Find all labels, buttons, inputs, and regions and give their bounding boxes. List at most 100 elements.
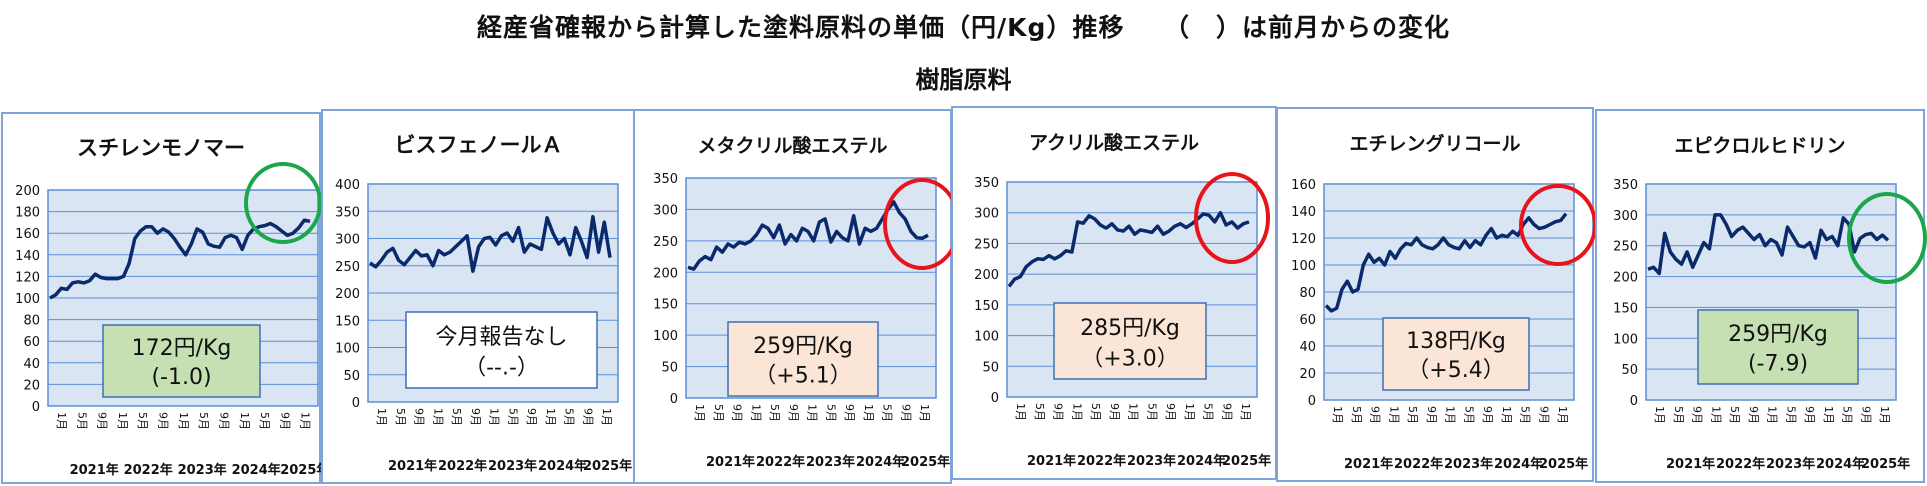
price-change: (-1.0) bbox=[151, 365, 211, 390]
price-callout-box bbox=[1382, 317, 1530, 391]
x-tick-label: 9月 bbox=[1803, 406, 1816, 424]
price-change: （+5.1） bbox=[754, 364, 851, 389]
price-value: 285円/Kg bbox=[1080, 316, 1180, 341]
x-tick-label: 1月 bbox=[1709, 406, 1722, 424]
x-tick-label: 1月 bbox=[488, 408, 501, 426]
x-tick-label: 9月 bbox=[157, 412, 170, 430]
y-tick-label: 200 bbox=[335, 287, 360, 302]
price-callout-box bbox=[727, 321, 879, 397]
y-tick-label: 0 bbox=[32, 400, 40, 415]
data-series-line bbox=[369, 214, 612, 273]
chart-title: アクリル酸エステル bbox=[1029, 131, 1199, 154]
y-tick-label: 250 bbox=[335, 260, 360, 275]
y-tick-label: 50 bbox=[1621, 363, 1638, 378]
price-value: 259円/Kg bbox=[753, 334, 853, 359]
x-year-label: 2022年 bbox=[438, 458, 487, 474]
y-tick-label: 400 bbox=[335, 178, 360, 193]
y-tick-label: 150 bbox=[1613, 301, 1638, 316]
x-tick-label: 9月 bbox=[1481, 406, 1494, 424]
x-tick-label: 5月 bbox=[1519, 406, 1532, 424]
x-tick-label: 1月 bbox=[431, 408, 444, 426]
x-tick-label: 9月 bbox=[525, 408, 538, 426]
x-year-label: 2023年 bbox=[178, 462, 227, 478]
x-year-label: 2022年 bbox=[1394, 456, 1443, 472]
x-tick-label: 5月 bbox=[1145, 403, 1158, 421]
x-tick-label: 1月 bbox=[55, 412, 68, 430]
y-tick-label: 350 bbox=[974, 176, 999, 191]
x-tick-label: 9月 bbox=[1425, 406, 1438, 424]
y-tick-label: 100 bbox=[1613, 332, 1638, 347]
price-change: （+5.4） bbox=[1407, 358, 1504, 383]
x-tick-label: 5月 bbox=[712, 404, 725, 422]
x-tick-label: 5月 bbox=[1406, 406, 1419, 424]
x-tick-label: 5月 bbox=[1672, 406, 1685, 424]
page-title: 経産省確報から計算した塗料原料の単価（円/Kg）推移 （ ）は前月からの変化 bbox=[477, 13, 1450, 42]
y-tick-label: 80 bbox=[23, 314, 40, 329]
x-tick-label: 5月 bbox=[1202, 403, 1215, 421]
y-tick-label: 200 bbox=[15, 184, 40, 199]
x-tick-label: 1月 bbox=[806, 404, 819, 422]
x-tick-label: 5月 bbox=[75, 412, 88, 430]
x-tick-label: 9月 bbox=[581, 408, 594, 426]
highlight-circle bbox=[1847, 192, 1927, 284]
x-tick-label: 1月 bbox=[238, 412, 251, 430]
price-change: （--.-） bbox=[464, 355, 539, 380]
y-tick-label: 120 bbox=[15, 270, 40, 285]
y-tick-label: 350 bbox=[1613, 178, 1638, 193]
page-subtitle: 樹脂原料 bbox=[915, 66, 1012, 94]
y-tick-label: 150 bbox=[974, 299, 999, 314]
x-year-label: 2024年 bbox=[232, 462, 281, 478]
data-series-line bbox=[1324, 212, 1568, 313]
x-tick-label: 5月 bbox=[258, 412, 271, 430]
x-tick-label: 5月 bbox=[824, 404, 837, 422]
x-year-label: 2023年 bbox=[1444, 456, 1493, 472]
x-tick-label: 9月 bbox=[217, 412, 230, 430]
x-tick-label: 9月 bbox=[731, 404, 744, 422]
x-tick-label: 9月 bbox=[1691, 406, 1704, 424]
x-tick-label: 9月 bbox=[1747, 406, 1760, 424]
x-tick-label: 1月 bbox=[299, 412, 312, 430]
y-tick-label: 100 bbox=[335, 342, 360, 357]
chart-panel: アクリル酸エステル 0 50 100 150 200 250 300 350 1月 5月 9月 1月 5月… bbox=[951, 106, 1277, 480]
price-change: (-7.9) bbox=[1748, 352, 1808, 377]
x-year-label: 2023年 bbox=[806, 454, 855, 470]
x-year-label: 2025年 bbox=[583, 458, 632, 474]
y-tick-label: 40 bbox=[23, 357, 40, 372]
chart-panel: スチレンモノマー 0 20 40 60 80 100 120 140 160 180 200 1月 5月 9… bbox=[1, 112, 329, 484]
chart-title: メタクリル酸エステル bbox=[697, 134, 887, 157]
x-tick-label: 1月 bbox=[1070, 403, 1083, 421]
x-year-label: 2024年 bbox=[1177, 453, 1226, 469]
x-year-label: 2021年 bbox=[1666, 456, 1715, 472]
y-tick-label: 40 bbox=[1299, 340, 1316, 355]
y-tick-label: 60 bbox=[23, 335, 40, 350]
x-tick-label: 5月 bbox=[1784, 406, 1797, 424]
x-tick-label: 1月 bbox=[1239, 403, 1252, 421]
y-tick-label: 0 bbox=[352, 396, 360, 411]
x-year-label: 2021年 bbox=[388, 458, 437, 474]
x-tick-label: 5月 bbox=[506, 408, 519, 426]
x-tick-label: 1月 bbox=[749, 404, 762, 422]
x-year-label: 2024年 bbox=[538, 458, 587, 474]
y-tick-label: 180 bbox=[15, 206, 40, 221]
price-value: 138円/Kg bbox=[1406, 329, 1506, 354]
x-tick-label: 5月 bbox=[1462, 406, 1475, 424]
y-tick-label: 100 bbox=[974, 330, 999, 345]
x-tick-label: 1月 bbox=[1183, 403, 1196, 421]
x-tick-label: 1月 bbox=[375, 408, 388, 426]
x-tick-label: 9月 bbox=[1859, 406, 1872, 424]
x-year-label: 2025年 bbox=[280, 462, 329, 478]
chart-title: スチレンモノマー bbox=[77, 136, 245, 160]
y-tick-label: 160 bbox=[1291, 178, 1316, 193]
x-year-label: 2021年 bbox=[706, 454, 755, 470]
x-year-label: 2025年 bbox=[1539, 456, 1588, 472]
x-tick-label: 9月 bbox=[787, 404, 800, 422]
x-tick-label: 9月 bbox=[96, 412, 109, 430]
data-series-line bbox=[1647, 213, 1890, 276]
chart-title: エチレングリコール bbox=[1349, 132, 1520, 155]
x-tick-label: 9月 bbox=[1052, 403, 1065, 421]
x-tick-label: 9月 bbox=[1220, 403, 1233, 421]
x-tick-label: 9月 bbox=[899, 404, 912, 422]
price-value: 172円/Kg bbox=[132, 336, 232, 361]
x-tick-label: 1月 bbox=[1500, 406, 1513, 424]
